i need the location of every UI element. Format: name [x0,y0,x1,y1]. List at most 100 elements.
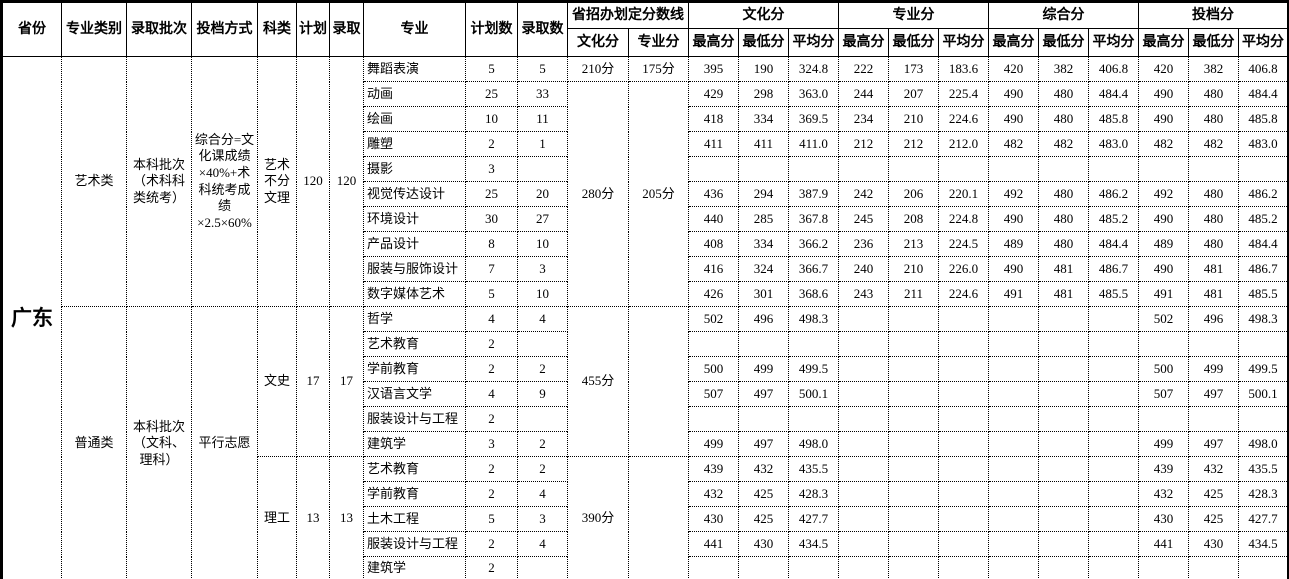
plan-total-cell: 120 [296,56,330,307]
culture-min-cell: 425 [738,506,789,532]
composite-avg-cell [1088,506,1139,532]
composite-max-cell [988,406,1039,432]
table-row: 艺术教育 2 [2,331,1289,357]
admitted-count-cell: 2 [517,356,568,382]
header-cell: 最高分 [688,28,739,57]
composite-max-cell [988,531,1039,557]
majorscore-min-cell: 213 [888,231,939,257]
filing-avg-cell: 498.0 [1237,431,1289,457]
plan-count-cell: 2 [465,481,518,507]
plan-count-cell: 7 [465,256,518,282]
filing-min-cell: 496 [1188,306,1239,332]
culture-min-cell: 334 [738,106,789,132]
culture-max-cell: 429 [688,81,739,107]
majorscore-avg-cell [938,156,989,182]
majorscore-max-cell [838,506,889,532]
culture-max-cell: 418 [688,106,739,132]
cutoff-culture-line-cell: 210分 [567,56,629,82]
header-cell: 省份 [1,1,62,57]
composite-max-cell [988,356,1039,382]
majorscore-max-cell: 243 [838,281,889,307]
composite-min-cell: 480 [1038,106,1089,132]
filing-max-cell: 482 [1138,131,1189,157]
majorscore-max-cell: 222 [838,56,889,82]
majorscore-avg-cell: 224.5 [938,231,989,257]
composite-max-cell: 492 [988,181,1039,207]
header-cell: 投档方式 [191,1,258,57]
composite-min-cell: 480 [1038,231,1089,257]
majorscore-avg-cell [938,381,989,407]
filing-min-cell: 425 [1188,481,1239,507]
plan-count-cell: 30 [465,206,518,232]
majorscore-min-cell [888,481,939,507]
filing-max-cell: 499 [1138,431,1189,457]
filing-max-cell [1138,331,1189,357]
admitted-count-cell: 2 [517,431,568,457]
subject-class-cell: 理工 [257,456,297,579]
admitted-count-cell [517,331,568,357]
majorscore-max-cell [838,556,889,579]
culture-avg-cell: 411.0 [788,131,839,157]
filing-min-cell [1188,331,1239,357]
culture-min-cell: 298 [738,81,789,107]
majorscore-min-cell: 206 [888,181,939,207]
header-cell: 最高分 [988,28,1039,57]
table-body: 广东 艺术类 本科批次（术科科类统考） 综合分=文化课成绩×40%+术科统考成绩×2.… [1,56,1289,579]
filing-min-cell: 482 [1188,131,1239,157]
filing-max-cell: 490 [1138,206,1189,232]
filing-max-cell: 500 [1138,356,1189,382]
table-row: 视觉传达设计 25 20 436 294 387.9 242 206 220.1 492 480 48… [2,181,1289,207]
cutoff-culture-line-cell: 280分 [567,81,629,307]
majorscore-min-cell [888,531,939,557]
filing-min-cell: 425 [1188,506,1239,532]
major-cell: 动画 [363,81,466,107]
major-cell: 学前教育 [363,356,466,382]
table-row: 环境设计 30 27 440 285 367.8 245 208 224.8 490 480 485.… [2,206,1289,232]
composite-max-cell [988,556,1039,579]
composite-avg-cell: 486.2 [1088,181,1139,207]
header-cell: 最低分 [1038,28,1089,57]
filing-min-cell: 382 [1188,56,1239,82]
cutoff-major-line-cell: 175分 [628,56,689,82]
filing-min-cell: 499 [1188,356,1239,382]
composite-min-cell [1038,506,1089,532]
major-cell: 学前教育 [363,481,466,507]
composite-min-cell [1038,356,1089,382]
composite-max-cell [988,431,1039,457]
filing-avg-cell: 427.7 [1237,506,1289,532]
majorscore-avg-cell [938,506,989,532]
admitted-count-cell: 9 [517,381,568,407]
plan-count-cell: 2 [465,531,518,557]
majorscore-max-cell [838,531,889,557]
composite-avg-cell: 485.8 [1088,106,1139,132]
culture-max-cell: 500 [688,356,739,382]
culture-max-cell: 411 [688,131,739,157]
culture-avg-cell: 427.7 [788,506,839,532]
culture-min-cell [738,331,789,357]
subject-class-cell: 艺术不分文理 [257,56,297,307]
culture-max-cell: 507 [688,381,739,407]
culture-min-cell [738,406,789,432]
major-cell: 建筑学 [363,556,466,579]
header-cell: 专业分 [838,1,989,29]
majorscore-avg-cell: 220.1 [938,181,989,207]
culture-max-cell: 426 [688,281,739,307]
composite-max-cell [988,456,1039,482]
header-cell: 平均分 [938,28,989,57]
composite-avg-cell: 406.8 [1088,56,1139,82]
filing-max-cell: 491 [1138,281,1189,307]
composite-avg-cell [1088,481,1139,507]
majorscore-max-cell [838,306,889,332]
filing-min-cell: 497 [1188,381,1239,407]
filing-max-cell: 420 [1138,56,1189,82]
filing-max-cell [1138,406,1189,432]
table-row: 绘画 10 11 418 334 369.5 234 210 224.6 490 480 485.8 4… [2,106,1289,132]
admitted-total-cell: 17 [329,306,364,457]
major-cell: 服装设计与工程 [363,531,466,557]
major-cell: 汉语言文学 [363,381,466,407]
composite-max-cell: 482 [988,131,1039,157]
composite-avg-cell: 483.0 [1088,131,1139,157]
plan-count-cell: 8 [465,231,518,257]
majorscore-avg-cell: 212.0 [938,131,989,157]
culture-min-cell: 425 [738,481,789,507]
